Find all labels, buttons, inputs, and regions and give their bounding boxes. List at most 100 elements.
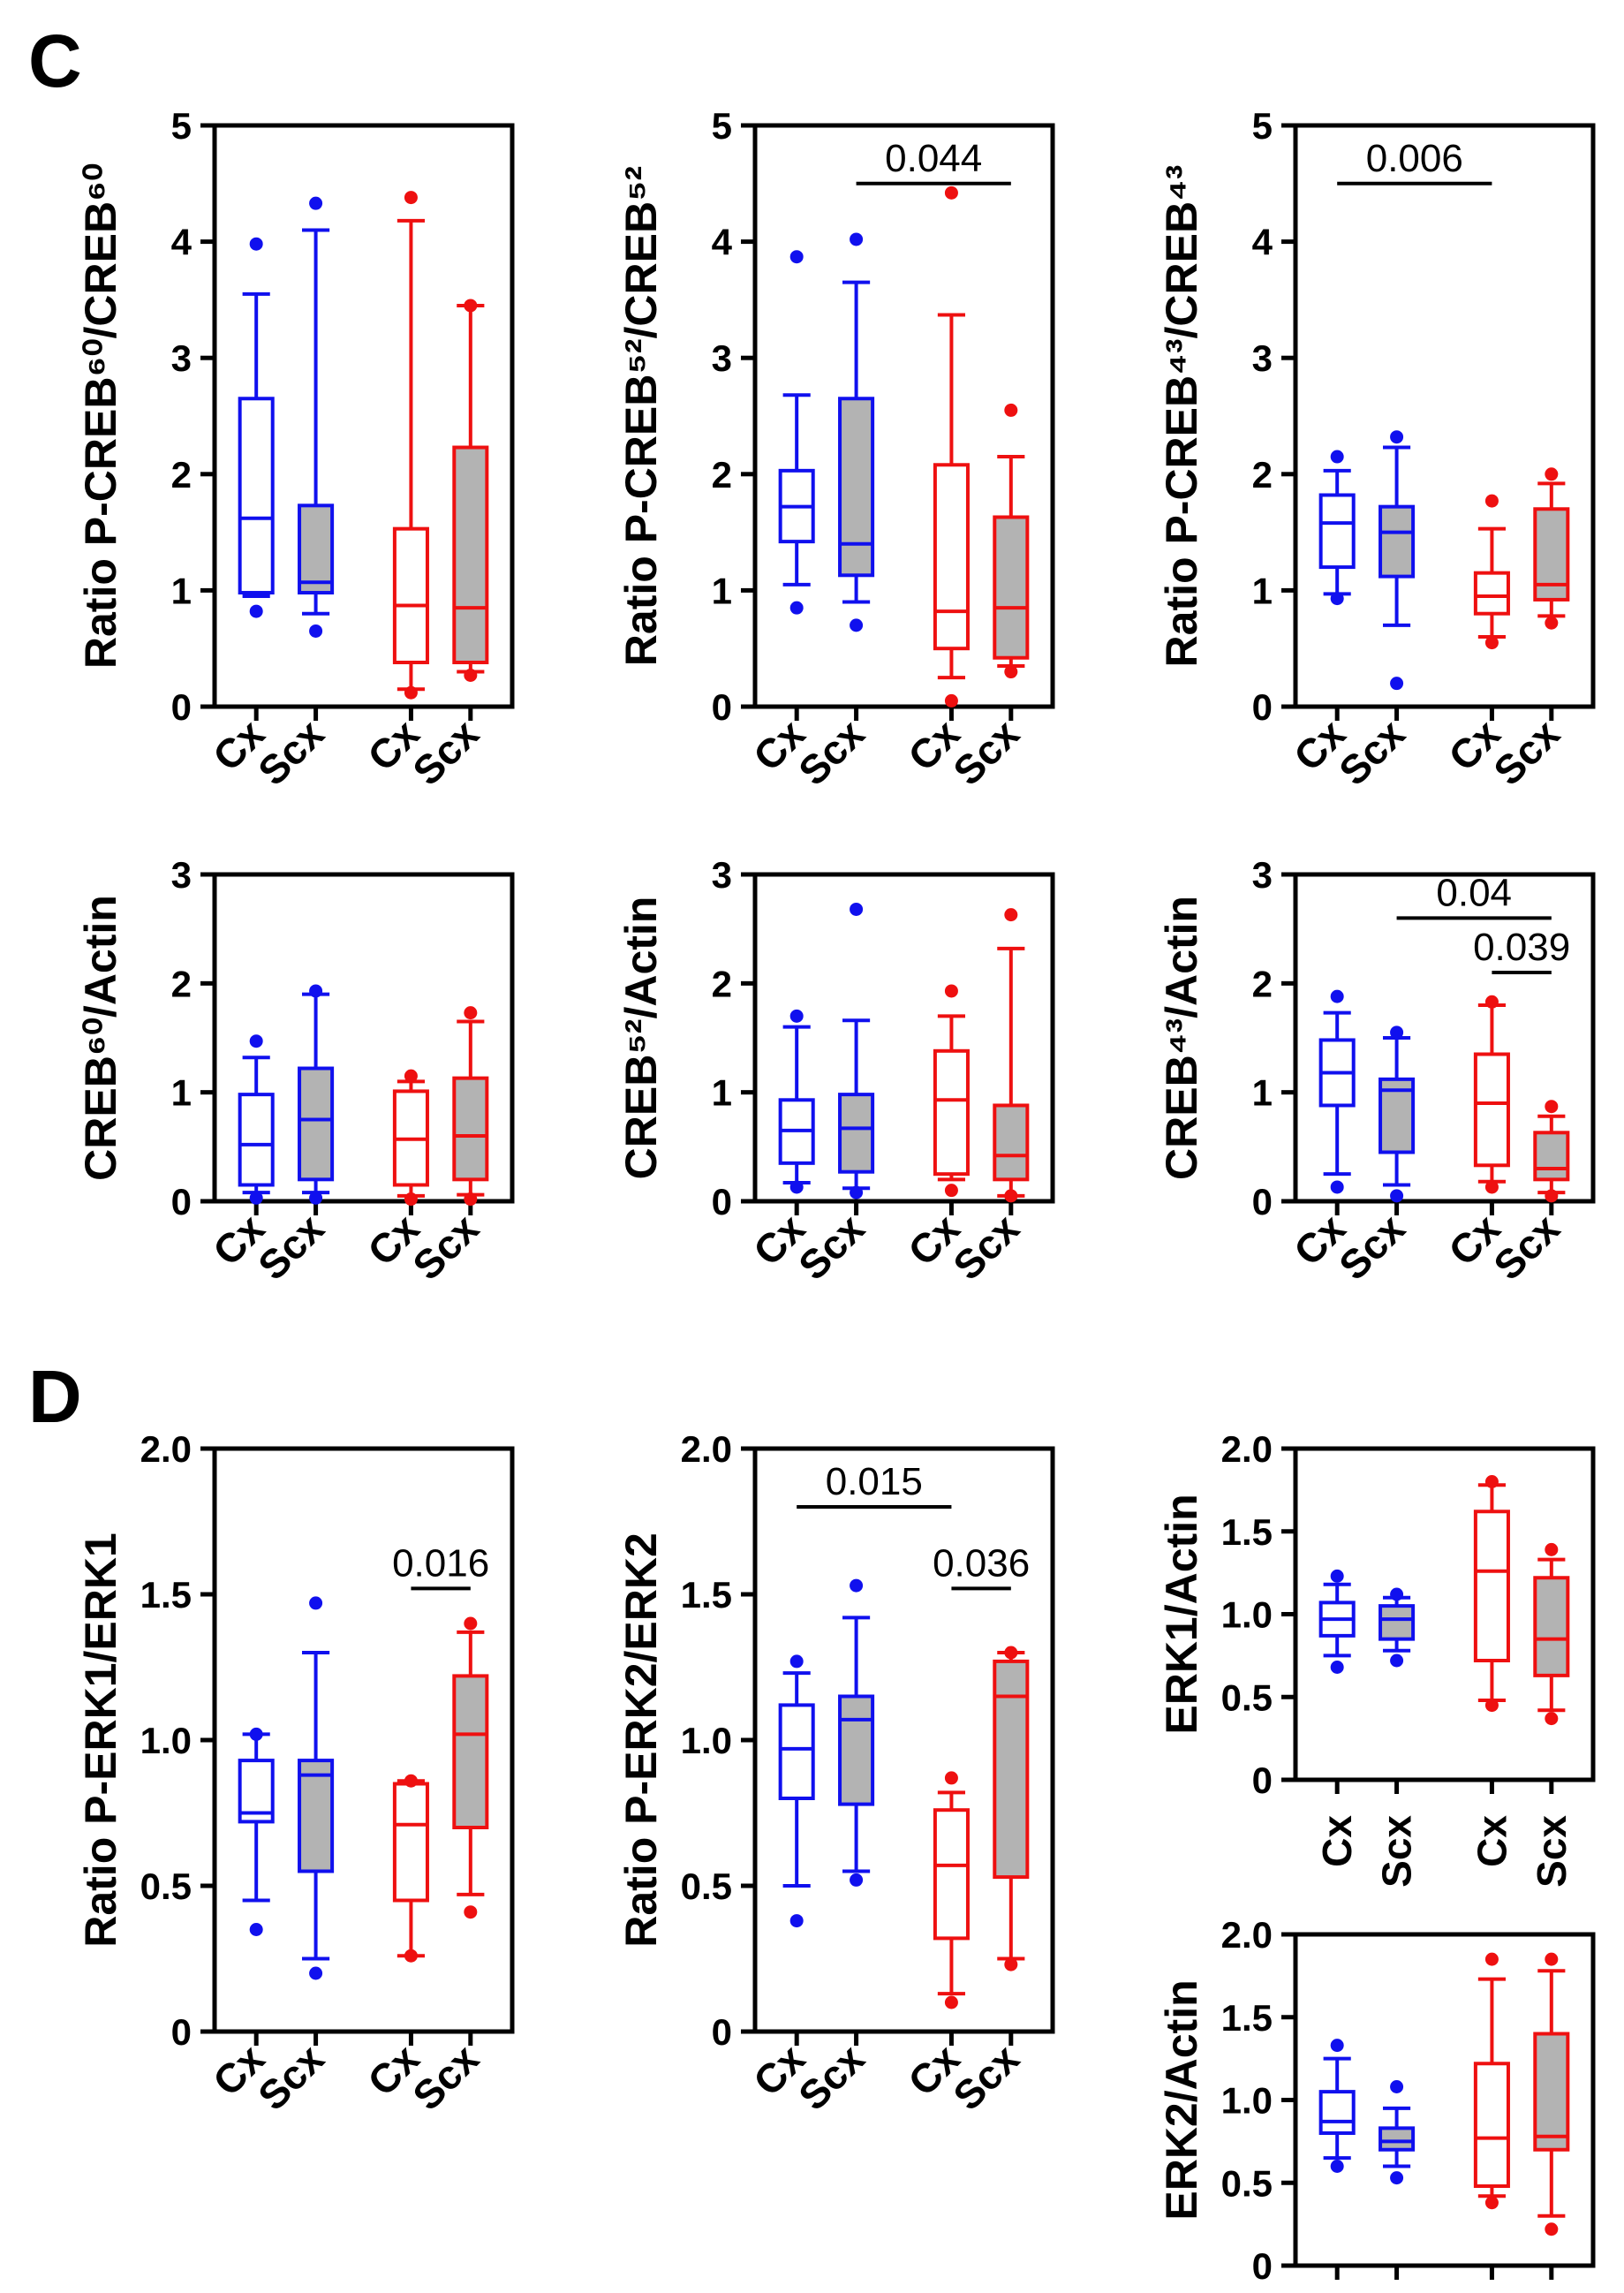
outlier-point [404,1192,418,1207]
y-axis-label: ERK2/Actin [1157,1979,1206,2220]
box-2 [838,1578,875,1887]
box-iqr [1533,1131,1570,1182]
y-tick-label: 0 [171,686,192,728]
y-tick-label: 1.5 [1221,1997,1273,2039]
outlier-point [1330,2039,1344,2053]
outlier-point [850,232,864,246]
y-tick-label: 0 [712,2011,732,2053]
y-axis-label: Ratio P-CREB⁶⁰/CREB⁶⁰ [76,163,125,669]
y-axis-label: Ratio P-ERK2/ERK2 [616,1532,666,1948]
outlier-point [464,668,478,682]
outlier-point [1390,2080,1404,2093]
outlier-point [1484,995,1499,1009]
x-category-label: Scx [1529,1815,1575,1888]
box-iqr [298,1066,335,1182]
plot-frame [752,123,1055,709]
box-iqr [838,397,875,578]
box-2 [1379,2080,1416,2185]
y-tick-label: 1.0 [1221,2080,1273,2122]
outlier-point [789,250,804,264]
box-2 [1379,1025,1416,1203]
y-tick-label: 0.5 [140,1865,192,1907]
box-1 [238,237,275,618]
outlier-point [1484,494,1499,508]
box-3 [1473,995,1510,1194]
y-tick-label: 0 [1252,1759,1273,1801]
outlier-point [850,1185,864,1199]
box-iqr [1318,493,1356,570]
box-iqr [838,1694,875,1806]
box-2 [838,902,875,1199]
outlier-point [1545,1542,1559,1556]
y-tick-label: 2 [712,963,732,1004]
outlier-point [1330,2160,1344,2173]
box-4 [452,1616,489,1919]
outlier-point [1545,616,1559,630]
outlier-point [1545,1189,1559,1203]
outlier-point [789,601,804,615]
outlier-point [850,1873,864,1887]
plot-frame [212,123,515,709]
outlier-point [1390,1587,1404,1601]
outlier-point [789,1009,804,1023]
p-value-label: 0.044 [885,137,982,180]
y-tick-label: 1.5 [140,1574,192,1616]
y-tick-label: 2.0 [140,1428,192,1470]
box-iqr [238,397,275,595]
outlier-point [1390,1189,1404,1203]
box-iqr [1379,1604,1416,1641]
outlier-point [464,299,478,313]
box-3 [933,185,970,708]
y-tick-label: 4 [1252,222,1273,263]
box-iqr [1473,571,1510,616]
outlier-point [1390,1025,1404,1040]
outlier-point [944,1995,958,2009]
outlier-point [944,693,958,708]
y-tick-label: 3 [1252,854,1273,896]
box-iqr [392,526,429,664]
outlier-point [1330,592,1344,606]
outlier-point [309,1596,323,1610]
outlier-point [309,624,323,638]
box-iqr [298,1759,335,1873]
box-4 [1533,1542,1570,1726]
y-axis-label: CREB⁵²/Actin [616,897,666,1180]
y-axis-label: Ratio P-CREB⁴³/CREB⁴³ [1157,165,1206,668]
outlier-point [850,618,864,632]
y-tick-label: 0 [712,686,732,728]
outlier-point [404,1949,418,1963]
outlier-point [1484,2196,1499,2210]
box-3 [933,1771,970,2009]
box-iqr [1473,1052,1510,1168]
y-tick-label: 3 [1252,337,1273,379]
box-2 [298,984,335,1205]
p-value-label: 0.04 [1436,871,1512,914]
outlier-point [944,984,958,998]
outlier-point [1484,636,1499,650]
outlier-point [789,1914,804,1928]
box-2 [298,1596,335,1980]
outlier-point [249,1727,263,1741]
box-iqr [933,463,970,651]
box-iqr [993,515,1030,660]
y-tick-label: 3 [171,854,192,896]
box-1 [1318,1569,1356,1674]
box-iqr [838,1093,875,1174]
y-axis-label: ERK1/Actin [1157,1494,1206,1734]
box-2 [1379,1587,1416,1668]
outlier-point [249,604,263,618]
outlier-point [1004,403,1018,417]
y-tick-label: 1.0 [681,1720,732,1761]
x-category-label: Cx [1469,1815,1514,1867]
y-tick-label: 1 [712,1072,732,1114]
box-iqr [933,1808,970,1941]
outlier-point [1004,1957,1018,1971]
box-iqr [993,1103,1030,1182]
box-1 [778,1654,815,1928]
outlier-point [944,1771,958,1785]
box-4 [1533,467,1570,630]
box-iqr [778,1703,815,1801]
